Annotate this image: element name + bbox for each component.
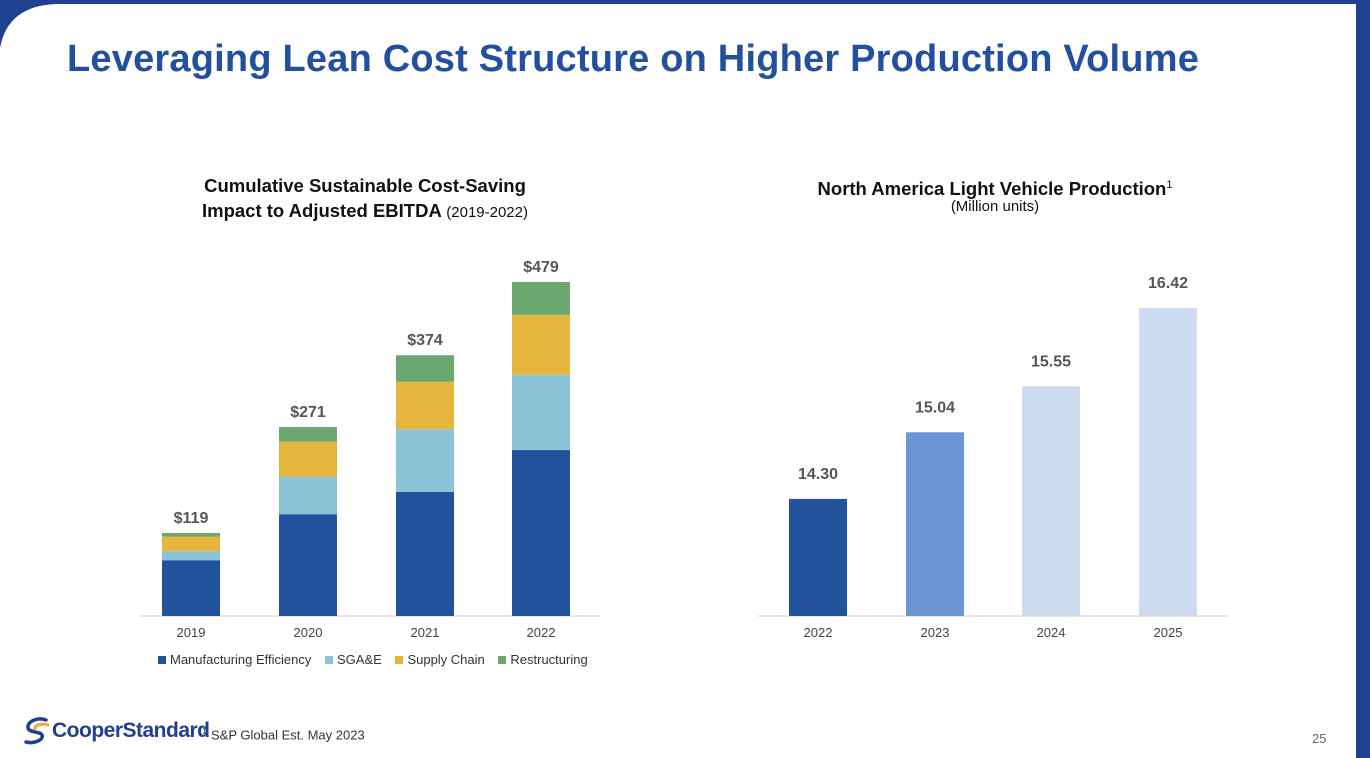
bar-2019-series-0 bbox=[162, 560, 220, 616]
bar-2021-series-3 bbox=[396, 355, 454, 381]
logo-mark-icon bbox=[24, 716, 50, 746]
left-chart-legend: Manufacturing Efficiency SGA&E Supply Ch… bbox=[158, 652, 598, 667]
total-label-2021: $374 bbox=[407, 332, 443, 349]
footnote-text: S&P Global Est. May 2023 bbox=[211, 727, 365, 742]
value-label-2022: 14.30 bbox=[798, 466, 838, 483]
legend-swatch-supply-chain bbox=[395, 656, 403, 664]
legend-swatch-manufacturing bbox=[158, 656, 166, 664]
x-tick-label-2019: 2019 bbox=[177, 625, 206, 640]
x-tick-label-2022: 2022 bbox=[527, 625, 556, 640]
company-logo: CooperStandard bbox=[24, 716, 210, 746]
bar-2020-series-0 bbox=[279, 514, 337, 616]
legend-label-supply-chain: Supply Chain bbox=[407, 652, 484, 667]
footnote: 1 S&P Global Est. May 2023 bbox=[202, 726, 365, 742]
bar-2022-series-3 bbox=[512, 282, 570, 315]
x-tick-label-2020: 2020 bbox=[294, 625, 323, 640]
x-tick-label-2024: 2024 bbox=[1037, 625, 1066, 640]
value-label-2023: 15.04 bbox=[915, 399, 955, 416]
footnote-marker: 1 bbox=[202, 726, 207, 736]
total-label-2020: $271 bbox=[290, 404, 326, 421]
bar-2022-series-2 bbox=[512, 315, 570, 375]
legend-item-sgae: SGA&E bbox=[325, 652, 382, 667]
bar-2019-series-3 bbox=[162, 533, 220, 536]
legend-swatch-sgae bbox=[325, 656, 333, 664]
x-tick-label-2025: 2025 bbox=[1154, 625, 1183, 640]
legend-label-sgae: SGA&E bbox=[337, 652, 382, 667]
total-label-2022: $479 bbox=[523, 259, 559, 276]
x-tick-label-2021: 2021 bbox=[411, 625, 440, 640]
x-tick-label-2022: 2022 bbox=[804, 625, 833, 640]
bar-2020-series-1 bbox=[279, 477, 337, 515]
value-label-2024: 15.55 bbox=[1031, 353, 1071, 370]
value-label-2025: 16.42 bbox=[1148, 275, 1188, 292]
bar-2020-series-2 bbox=[279, 442, 337, 477]
legend-swatch-restructuring bbox=[498, 656, 506, 664]
production-bar-2025 bbox=[1139, 308, 1197, 616]
bar-2022-series-1 bbox=[512, 375, 570, 450]
bar-2021-series-0 bbox=[396, 492, 454, 616]
total-label-2019: $119 bbox=[174, 510, 209, 527]
x-tick-label-2023: 2023 bbox=[921, 625, 950, 640]
legend-item-manufacturing: Manufacturing Efficiency bbox=[158, 652, 311, 667]
bar-2021-series-1 bbox=[396, 429, 454, 492]
bar-2020-series-3 bbox=[279, 427, 337, 442]
bar-2021-series-2 bbox=[396, 382, 454, 429]
bar-2019-series-2 bbox=[162, 537, 220, 552]
legend-item-restructuring: Restructuring bbox=[498, 652, 587, 667]
logo-text: CooperStandard bbox=[52, 719, 210, 743]
production-bar-2022 bbox=[789, 499, 847, 616]
legend-label-manufacturing: Manufacturing Efficiency bbox=[170, 652, 311, 667]
bar-2022-series-0 bbox=[512, 450, 570, 616]
production-bar-2024 bbox=[1022, 386, 1080, 616]
legend-item-supply-chain: Supply Chain bbox=[395, 652, 484, 667]
legend-label-restructuring: Restructuring bbox=[510, 652, 587, 667]
production-bar-2023 bbox=[906, 432, 964, 616]
page-number: 25 bbox=[1312, 731, 1326, 746]
bar-2019-series-1 bbox=[162, 551, 220, 560]
